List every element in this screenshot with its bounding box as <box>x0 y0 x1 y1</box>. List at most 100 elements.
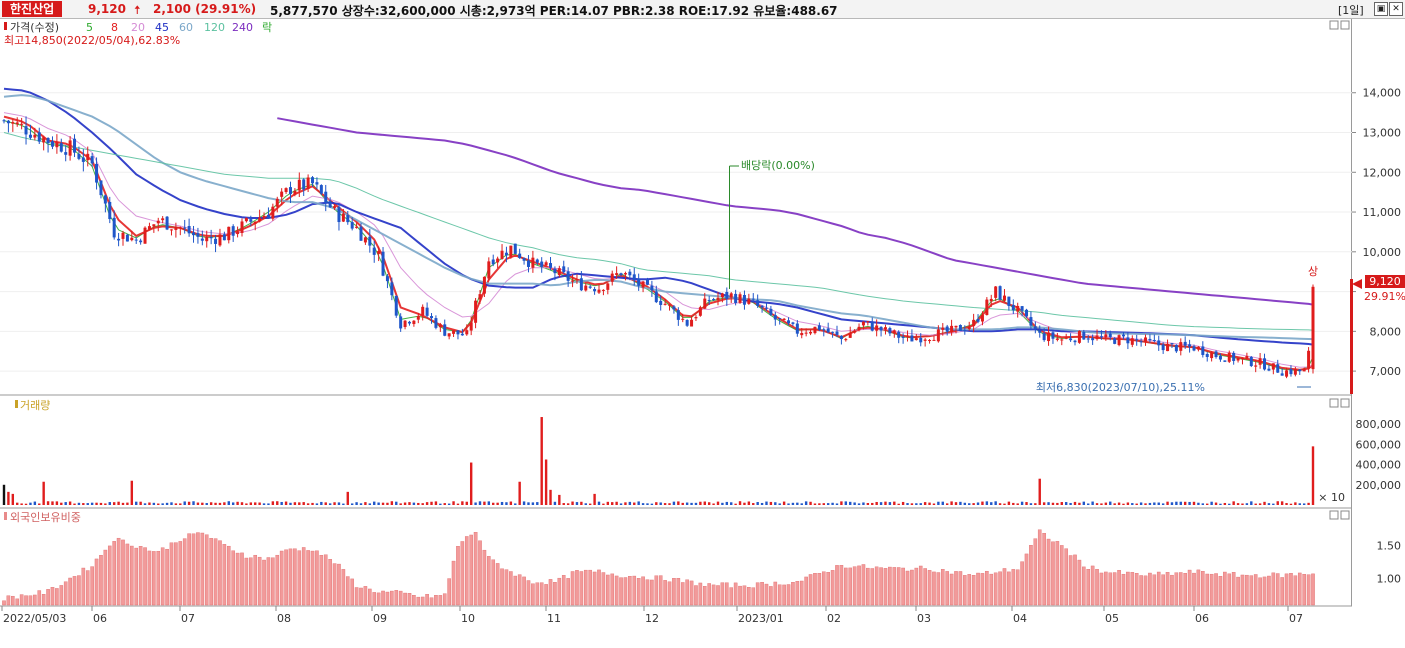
foreign-ratio-bar <box>438 595 443 606</box>
foreign-ratio-bar <box>1117 570 1121 606</box>
stock-name[interactable]: 한진산업 <box>2 1 63 17</box>
foreign-ratio-bar <box>169 542 174 606</box>
candle-body <box>1307 350 1311 369</box>
candle-body <box>575 279 579 281</box>
price-panel-minimize-icon[interactable] <box>1329 20 1339 30</box>
foreign-panel-title: 외국인보유비중 <box>10 511 81 524</box>
volume-bar <box>408 502 411 505</box>
candle-body <box>33 134 37 138</box>
volume-bar <box>298 502 301 505</box>
volume-bar <box>853 502 856 505</box>
foreign-ratio-bar <box>6 595 11 606</box>
candle-body <box>1223 360 1227 362</box>
volume-bar <box>1280 501 1284 505</box>
price-panel-maximize-icon[interactable] <box>1340 20 1350 30</box>
candle-body <box>835 331 839 335</box>
close-icon[interactable]: ✕ <box>1389 2 1403 16</box>
ma5-label: 5 <box>86 21 93 34</box>
volume-panel-minimize-icon[interactable] <box>1329 398 1339 408</box>
volume-bar <box>201 502 204 505</box>
volume-bar <box>831 502 834 505</box>
volume-bar <box>818 503 821 505</box>
foreign-ratio-bar <box>689 580 694 606</box>
volume-bar <box>342 503 345 505</box>
current-price-pointer <box>1352 279 1362 289</box>
volume-bar <box>553 501 557 505</box>
chart-area <box>0 19 1352 625</box>
volume-bar <box>117 501 120 505</box>
candle-body <box>478 294 482 300</box>
candle-body <box>50 141 54 147</box>
volume-bar <box>1170 502 1174 505</box>
candle-body <box>1126 337 1130 344</box>
volume-bar <box>55 501 59 505</box>
foreign-ratio-bar <box>226 545 231 606</box>
volume-bar <box>1197 502 1200 505</box>
candle-body <box>73 138 77 153</box>
candle-body <box>11 122 15 124</box>
candle-body <box>143 227 147 244</box>
volume-bar <box>2 484 6 505</box>
period-selector[interactable]: [1일] <box>1338 4 1364 17</box>
volume-bar <box>522 501 526 505</box>
foreign-ratio-bar <box>1271 572 1276 606</box>
volume-bar <box>165 502 169 505</box>
candle-body <box>1038 330 1042 333</box>
candle-body <box>659 300 663 305</box>
foreign-ratio-bar <box>1280 577 1284 606</box>
foreign-ratio-bar <box>658 575 663 606</box>
candle-body <box>857 326 861 331</box>
volume-bar <box>593 493 596 505</box>
volume-bar <box>1166 501 1169 505</box>
foreign-ratio-bar <box>178 541 183 606</box>
volume-bar <box>258 502 261 505</box>
candle-body <box>725 291 729 300</box>
volume-panel-maximize-icon[interactable] <box>1340 398 1350 408</box>
volume-bars <box>2 417 1315 505</box>
candle-body <box>77 153 81 159</box>
candle-body <box>773 315 777 320</box>
foreign-ratio-bar <box>1249 575 1254 606</box>
restore-icon[interactable]: ▣ <box>1374 2 1388 16</box>
foreign-ratio-bar <box>354 587 359 606</box>
foreign-ratio-bar <box>1112 572 1117 606</box>
candle-body <box>1144 337 1148 342</box>
candle-body <box>950 325 954 332</box>
volume-bar <box>703 501 706 505</box>
foreign-ratio-bar <box>1267 575 1271 606</box>
candle-body <box>980 314 984 322</box>
volume-bar <box>1051 502 1055 505</box>
foreign-ratio-bar <box>1037 529 1042 606</box>
foreign-ratio-bar <box>517 574 522 606</box>
foreign-tick-label: 1.00 <box>1377 573 1402 586</box>
stock-chart[interactable]: 14,000 13,000 12,000 11,000 10,000 8,000 7,000… <box>0 19 1405 625</box>
candle-body <box>914 338 918 341</box>
candle-body <box>130 237 134 241</box>
volume-bar <box>633 502 636 505</box>
volume-bar <box>359 503 363 505</box>
volume-bar <box>641 503 645 505</box>
foreign-panel-minimize-icon[interactable] <box>1329 510 1339 520</box>
candle-body <box>888 328 892 334</box>
foreign-ratio-bar <box>63 581 68 606</box>
foreign-ratio-bar <box>949 573 954 606</box>
foreign-ratio-bar <box>751 587 756 606</box>
candle-body <box>562 266 566 273</box>
candle-body <box>258 217 262 222</box>
x-tick-label: 07 <box>181 612 195 625</box>
candle-body <box>1183 341 1187 346</box>
candle-body <box>1082 331 1086 340</box>
foreign-ratio-bar <box>156 550 161 606</box>
candle-body <box>280 191 284 197</box>
foreign-ratio-bar <box>1148 572 1152 606</box>
candle-body <box>760 305 764 308</box>
volume-bar <box>681 502 684 505</box>
volume-bar <box>976 502 980 505</box>
candle-body <box>522 258 526 261</box>
candle-body <box>438 324 442 328</box>
foreign-ratio-bar <box>786 584 791 606</box>
foreign-ratio-bar <box>271 557 275 606</box>
volume-bar <box>919 503 922 505</box>
foreign-panel-maximize-icon[interactable] <box>1340 510 1350 520</box>
foreign-ratio-bar <box>804 576 808 606</box>
